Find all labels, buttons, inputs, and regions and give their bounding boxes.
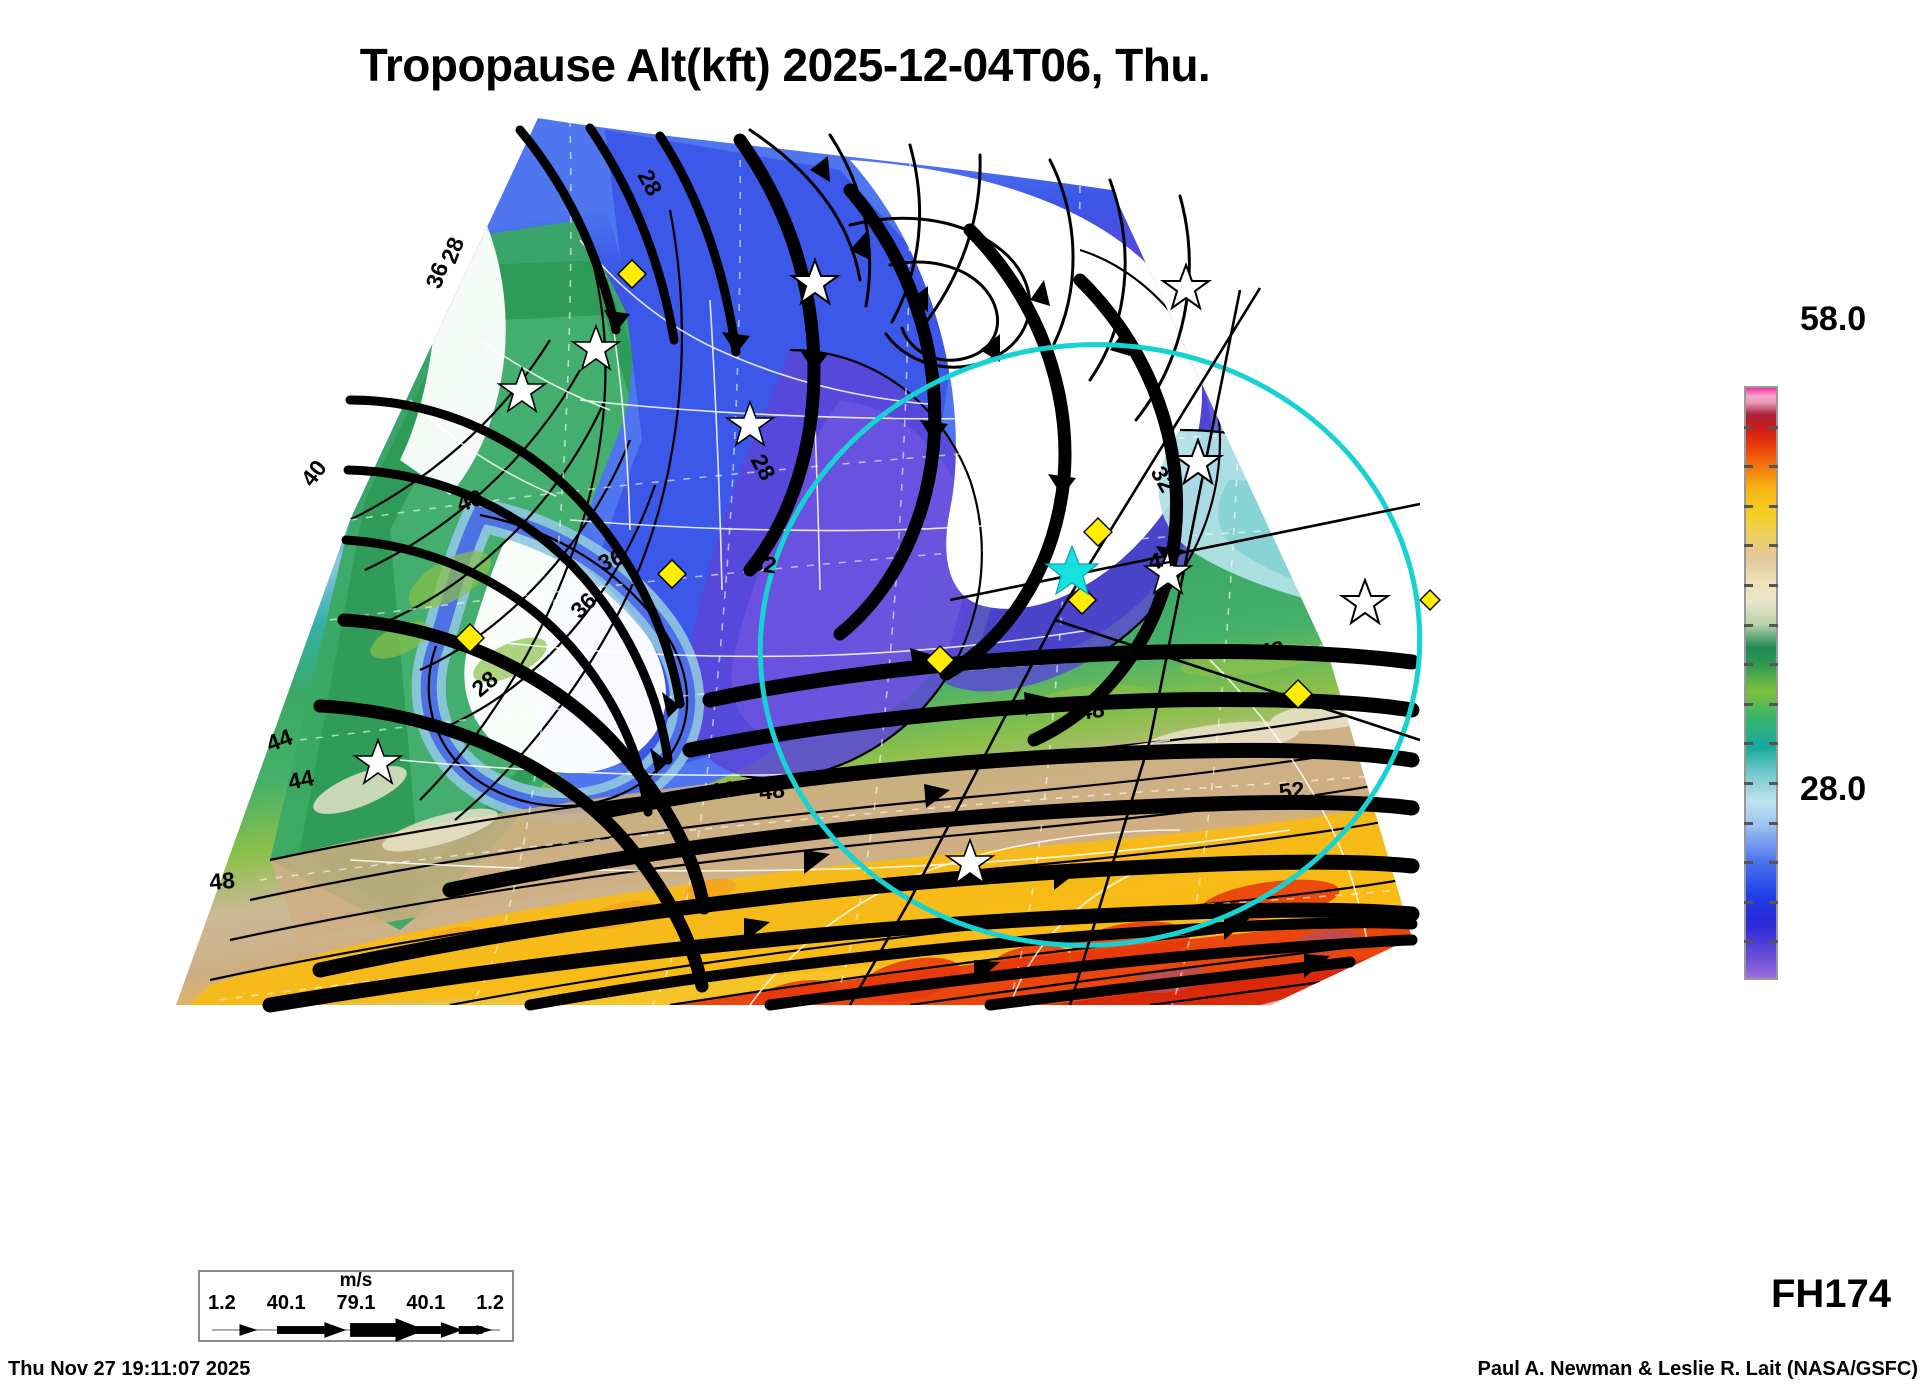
svg-text:44: 44 (1146, 545, 1176, 575)
svg-text:48: 48 (1077, 696, 1106, 725)
colorbar (1744, 386, 1778, 980)
svg-text:44: 44 (707, 776, 736, 805)
footer-timestamp: Thu Nov 27 19:11:07 2025 (8, 1358, 251, 1380)
wind-legend-units: m/s (339, 1270, 373, 1291)
ground-station-markers (352, 323, 1194, 885)
forecast-hour-label: FH174 (1770, 1272, 1891, 1316)
svg-text:48: 48 (1257, 636, 1286, 665)
page-title: Tropopause Alt(kft) 2025-12-04T06, Thu. (359, 39, 1211, 91)
svg-text:48: 48 (208, 867, 236, 895)
wind-legend-value: 79.1 (336, 1292, 376, 1314)
wind-legend-value: 1.2 (208, 1292, 236, 1314)
colorbar-min-label: 28.0 (1800, 770, 1867, 808)
remote-station-markers (788, 257, 1392, 626)
tropopause-map[interactable]: 28 28 36 36 32 28 36 40 40 44 44 48 44 4… (150, 100, 1600, 1210)
svg-text:48: 48 (757, 776, 786, 805)
wind-legend-arrows (211, 1318, 501, 1342)
range-ring (757, 342, 1423, 948)
waypoint-markers[interactable] (455, 259, 1441, 709)
aircraft-position-marker[interactable] (1044, 544, 1100, 596)
wind-legend-value: 40.1 (406, 1292, 446, 1314)
map-panel[interactable]: 28 28 36 36 32 28 36 40 40 44 44 48 44 4… (150, 100, 1600, 1210)
wind-legend-values: 1.2 40.1 79.1 40.1 1.2 (200, 1292, 512, 1315)
svg-text:52: 52 (1277, 776, 1306, 805)
footer-credit: Paul A. Newman & Leslie R. Lait (NASA/GS… (1477, 1358, 1918, 1380)
svg-text:40: 40 (295, 455, 331, 491)
svg-text:32: 32 (749, 549, 778, 578)
svg-text:36: 36 (420, 259, 453, 292)
flight-track (848, 287, 1421, 1006)
colorbar-max-label: 58.0 (1800, 300, 1867, 338)
svg-text:28: 28 (436, 233, 470, 267)
svg-text:44: 44 (286, 764, 317, 795)
wind-speed-legend: m/s 1.2 40.1 79.1 40.1 1.2 (198, 1270, 514, 1342)
wind-streamlines (262, 123, 1420, 1013)
wind-legend-value: 1.2 (476, 1292, 504, 1314)
wind-legend-value: 40.1 (266, 1292, 306, 1314)
